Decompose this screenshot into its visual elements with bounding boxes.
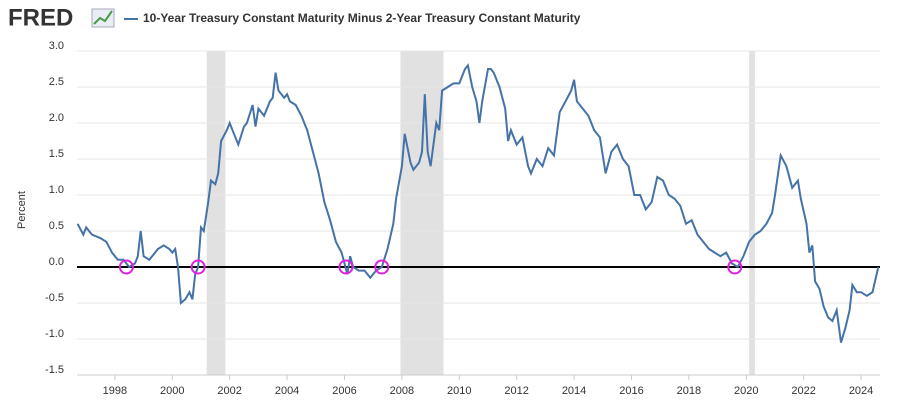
x-tick-label: 2002: [217, 385, 241, 397]
x-tick-label: 2008: [390, 385, 414, 397]
x-tick-label: 2000: [160, 385, 184, 397]
x-tick-label: 2024: [849, 385, 873, 397]
x-tick-label: 2022: [791, 385, 815, 397]
legend: 10-Year Treasury Constant Maturity Minus…: [143, 11, 581, 25]
x-tick-label: 2020: [734, 385, 758, 397]
y-tick-label: 3.0: [49, 40, 64, 52]
y-tick-label: 0.0: [49, 256, 64, 268]
recession-shade: [400, 51, 444, 375]
x-tick-label: 2004: [275, 385, 299, 397]
highlight-circle: [727, 259, 743, 275]
logo: FRED: [8, 4, 73, 31]
logo-icon: [91, 8, 115, 28]
y-tick-label: 1.5: [49, 148, 64, 160]
logo-icon-line: [93, 10, 113, 25]
recession-shade: [749, 51, 755, 375]
y-tick-label: -0.5: [45, 292, 64, 304]
x-tick-label: 1998: [103, 385, 127, 397]
y-tick-label: 2.0: [49, 112, 64, 124]
highlight-circle: [190, 259, 206, 275]
x-tick-label: 2016: [619, 385, 643, 397]
x-tick-label: 2012: [504, 385, 528, 397]
y-tick-label: 2.5: [49, 76, 64, 88]
x-tick-label: 2006: [332, 385, 356, 397]
highlight-circle: [118, 259, 134, 275]
series-line: [76, 63, 880, 343]
y-tick-label: 1.0: [49, 184, 64, 196]
y-tick-label: 0.5: [49, 220, 64, 232]
y-tick-label: -1.5: [45, 364, 64, 376]
y-axis-label: Percent: [16, 191, 28, 229]
y-tick-label: -1.0: [45, 328, 64, 340]
highlight-circle: [338, 259, 354, 275]
recession-shade: [206, 51, 226, 375]
x-tick-label: 2014: [562, 385, 586, 397]
x-tick-label: 2010: [447, 385, 471, 397]
highlight-circle: [374, 259, 390, 275]
x-tick-label: 2018: [677, 385, 701, 397]
